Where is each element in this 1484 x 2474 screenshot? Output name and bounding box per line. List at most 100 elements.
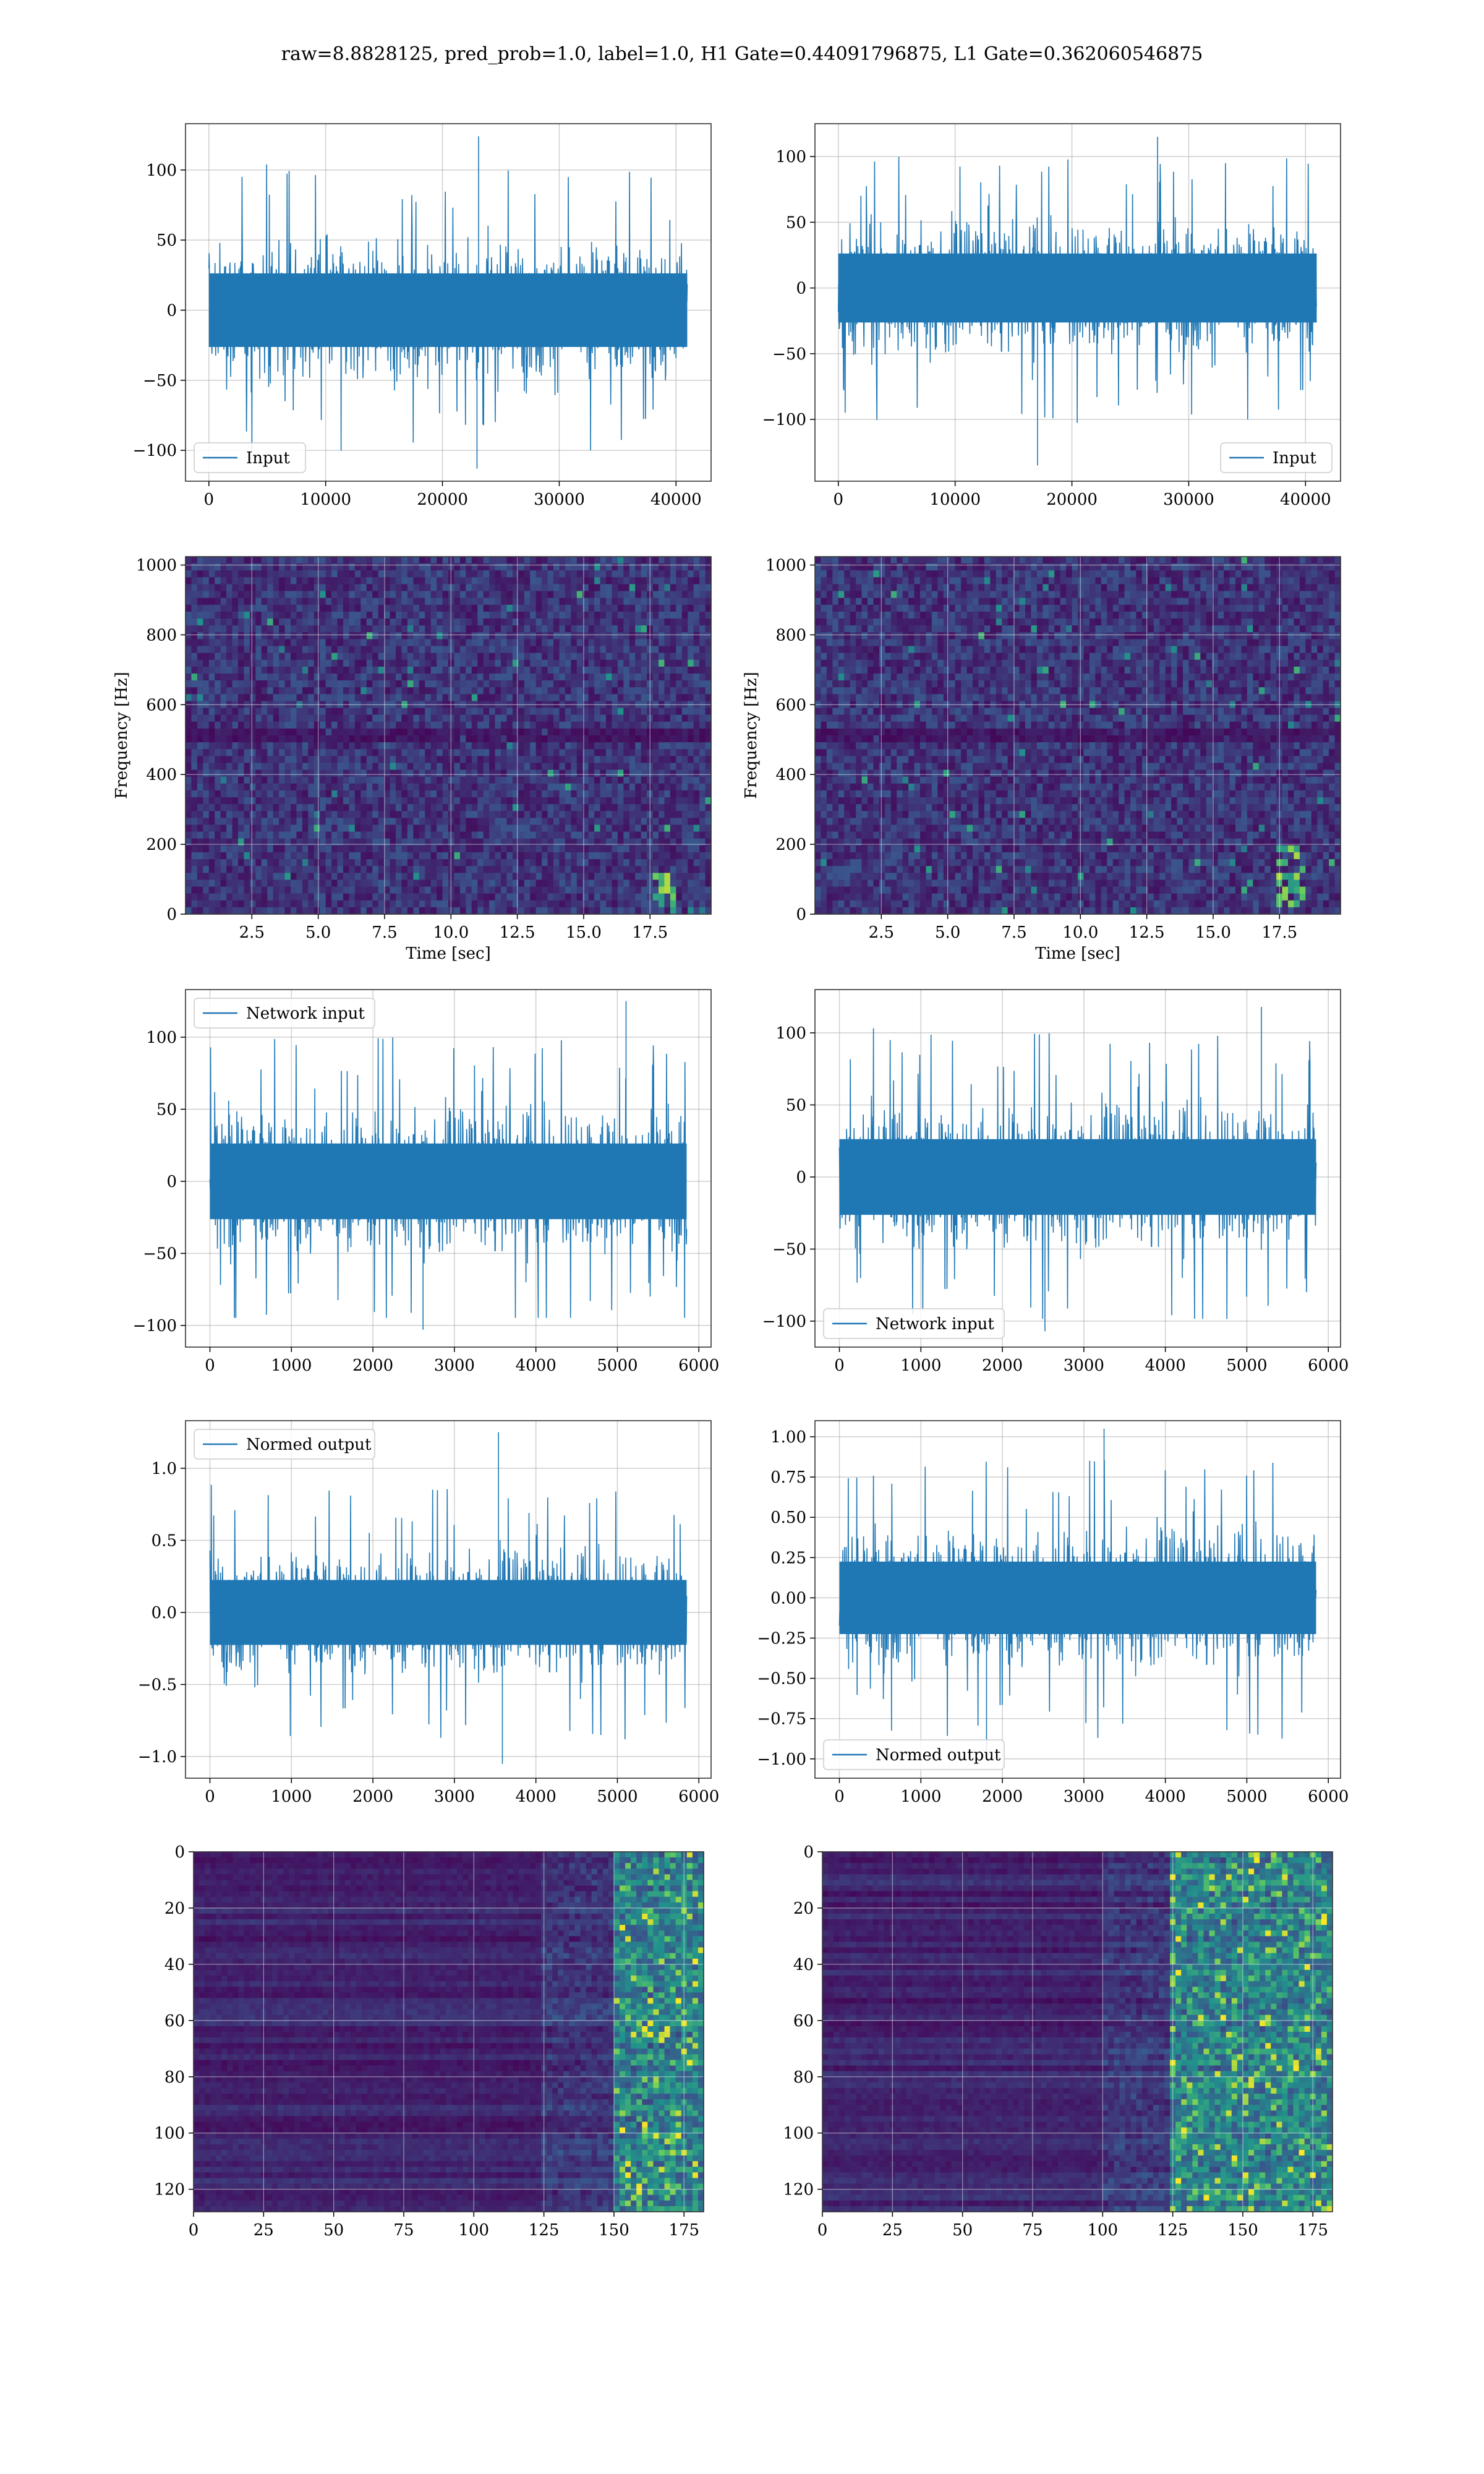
y-tick-label: 200	[775, 836, 806, 854]
legend: Input	[194, 442, 306, 473]
y-tick-label: −1.0	[138, 1748, 177, 1766]
y-tick-label: 50	[786, 213, 806, 232]
x-tick-label: 10000	[300, 490, 351, 509]
y-tick-label: −50	[143, 372, 177, 390]
x-tick-label: 50	[952, 2221, 973, 2240]
x-tick-label: 3000	[1064, 1787, 1104, 1806]
y-tick-label: 0.50	[770, 1509, 806, 1527]
x-tick-label: 5000	[1226, 1356, 1267, 1375]
x-tick-label: 0	[834, 1356, 845, 1375]
x-tick-label: 5000	[597, 1356, 638, 1375]
y-tick-label: 100	[775, 148, 806, 166]
y-tick-label: 100	[146, 161, 177, 180]
y-tick-label: 50	[786, 1096, 806, 1115]
legend-label: Input	[246, 449, 290, 468]
x-tick-label: 7.5	[1001, 923, 1026, 942]
legend: Normed output	[194, 1429, 375, 1460]
y-tick-label: 60	[793, 2012, 814, 2031]
x-tick-label: 5.0	[305, 923, 331, 942]
y-tick-label: 0	[803, 1843, 814, 1862]
x-tick-label: 100	[1087, 2221, 1118, 2240]
chart-input-l1: 0 10000 20000 30000 40000 −100 −50 0 50 100 Input	[762, 123, 1341, 509]
heatmap-cells	[822, 1852, 1333, 2212]
x-axis-label: Time [sec]	[1035, 944, 1120, 963]
figure-title: raw=8.8828125, pred_prob=1.0, label=1.0,…	[0, 43, 1484, 65]
y-tick-label: 0	[796, 1168, 806, 1187]
y-tick-label: 100	[154, 2125, 185, 2143]
x-tick-label: 20000	[417, 490, 468, 509]
y-tick-label: −100	[133, 442, 177, 460]
axes-frame	[185, 989, 712, 1348]
x-tick-label: 6000	[678, 1356, 719, 1375]
axes-frame	[185, 123, 712, 482]
x-tick-label: 12.5	[1129, 923, 1165, 942]
x-tick-label: 5.0	[935, 923, 960, 942]
y-tick-label: 0.00	[770, 1589, 806, 1607]
y-tick-label: −1.00	[757, 1750, 806, 1769]
axes-frame	[185, 556, 712, 915]
y-tick-label: 0	[166, 905, 177, 924]
legend-box	[194, 1429, 375, 1460]
y-tick-label: 1000	[765, 557, 806, 575]
x-tick-label: 150	[599, 2221, 629, 2240]
chart-input-h1: 0 10000 20000 30000 40000 −100 −50 0 50 100 Input	[133, 123, 712, 509]
y-tick-label: 100	[146, 1029, 177, 1047]
y-tick-label: −50	[143, 1245, 177, 1264]
x-tick-label: 75	[1022, 2221, 1043, 2240]
x-tick-label: 4000	[1145, 1356, 1186, 1375]
x-tick-label: 3000	[1064, 1356, 1104, 1375]
chart-normed-output-l1: 0 1000 2000 3000 4000 5000 6000 −1.00 −0.75 −0.50…	[757, 1420, 1349, 1806]
y-tick-label: −50	[772, 345, 806, 364]
y-tick-label: −50	[772, 1241, 806, 1259]
x-tick-label: 10.0	[433, 923, 469, 942]
chart-spectrogram-l1: 2.5 5.0 7.5 10.0 12.5 15.0 17.5 0 200 400 600 800 10…	[742, 556, 1341, 963]
x-tick-label: 125	[529, 2221, 560, 2240]
y-tick-label: 80	[793, 2068, 814, 2087]
x-tick-label: 25	[882, 2221, 903, 2240]
y-tick-label: −0.75	[757, 1710, 806, 1729]
x-tick-label: 2000	[982, 1787, 1023, 1806]
axes-frame	[193, 1851, 704, 2212]
y-tick-label: 80	[164, 2068, 185, 2087]
x-tick-label: 30000	[534, 490, 585, 509]
x-tick-label: 1000	[271, 1787, 312, 1806]
y-tick-label: 0.0	[151, 1604, 177, 1622]
y-tick-label: 200	[146, 836, 177, 854]
legend-label: Network input	[246, 1004, 365, 1023]
y-tick-label: 100	[775, 1024, 806, 1043]
series-core-band	[839, 1561, 1316, 1634]
x-tick-label: 0	[834, 490, 844, 509]
chart-feature-map-h1: 0 25 50 75 100 125 150 175 0 20 40 60 80 100 120	[154, 1843, 704, 2240]
y-tick-label: 800	[775, 626, 806, 644]
x-tick-label: 40000	[1280, 490, 1331, 509]
x-tick-label: 17.5	[632, 923, 668, 942]
y-tick-label: 400	[146, 766, 177, 784]
legend: Input	[1220, 442, 1333, 473]
x-tick-label: 0	[189, 2221, 199, 2240]
x-tick-label: 1000	[900, 1787, 941, 1806]
x-tick-label: 5000	[597, 1787, 638, 1806]
x-tick-label: 2000	[352, 1787, 393, 1806]
y-tick-label: 120	[783, 2181, 814, 2199]
x-tick-label: 3000	[434, 1356, 475, 1375]
x-tick-label: 0	[204, 490, 215, 509]
legend-box	[823, 1739, 1005, 1770]
x-tick-label: 6000	[1308, 1787, 1349, 1806]
x-tick-label: 15.0	[1195, 923, 1231, 942]
x-tick-label: 0	[834, 1787, 845, 1806]
y-tick-label: 50	[156, 1100, 177, 1119]
x-tick-label: 12.5	[500, 923, 535, 942]
legend: Normed output	[823, 1739, 1005, 1770]
heatmap-cells	[815, 557, 1341, 915]
y-tick-label: 600	[775, 696, 806, 714]
x-tick-label: 0	[817, 2221, 828, 2240]
x-tick-label: 4000	[516, 1356, 556, 1375]
y-tick-label: 100	[783, 2125, 814, 2143]
axes-frame	[185, 1420, 712, 1779]
x-tick-label: 10.0	[1062, 923, 1098, 942]
x-tick-label: 2000	[352, 1356, 393, 1375]
y-tick-label: 0	[166, 301, 177, 320]
x-tick-label: 3000	[434, 1787, 475, 1806]
x-tick-label: 100	[458, 2221, 489, 2240]
x-tick-label: 10000	[929, 490, 981, 509]
